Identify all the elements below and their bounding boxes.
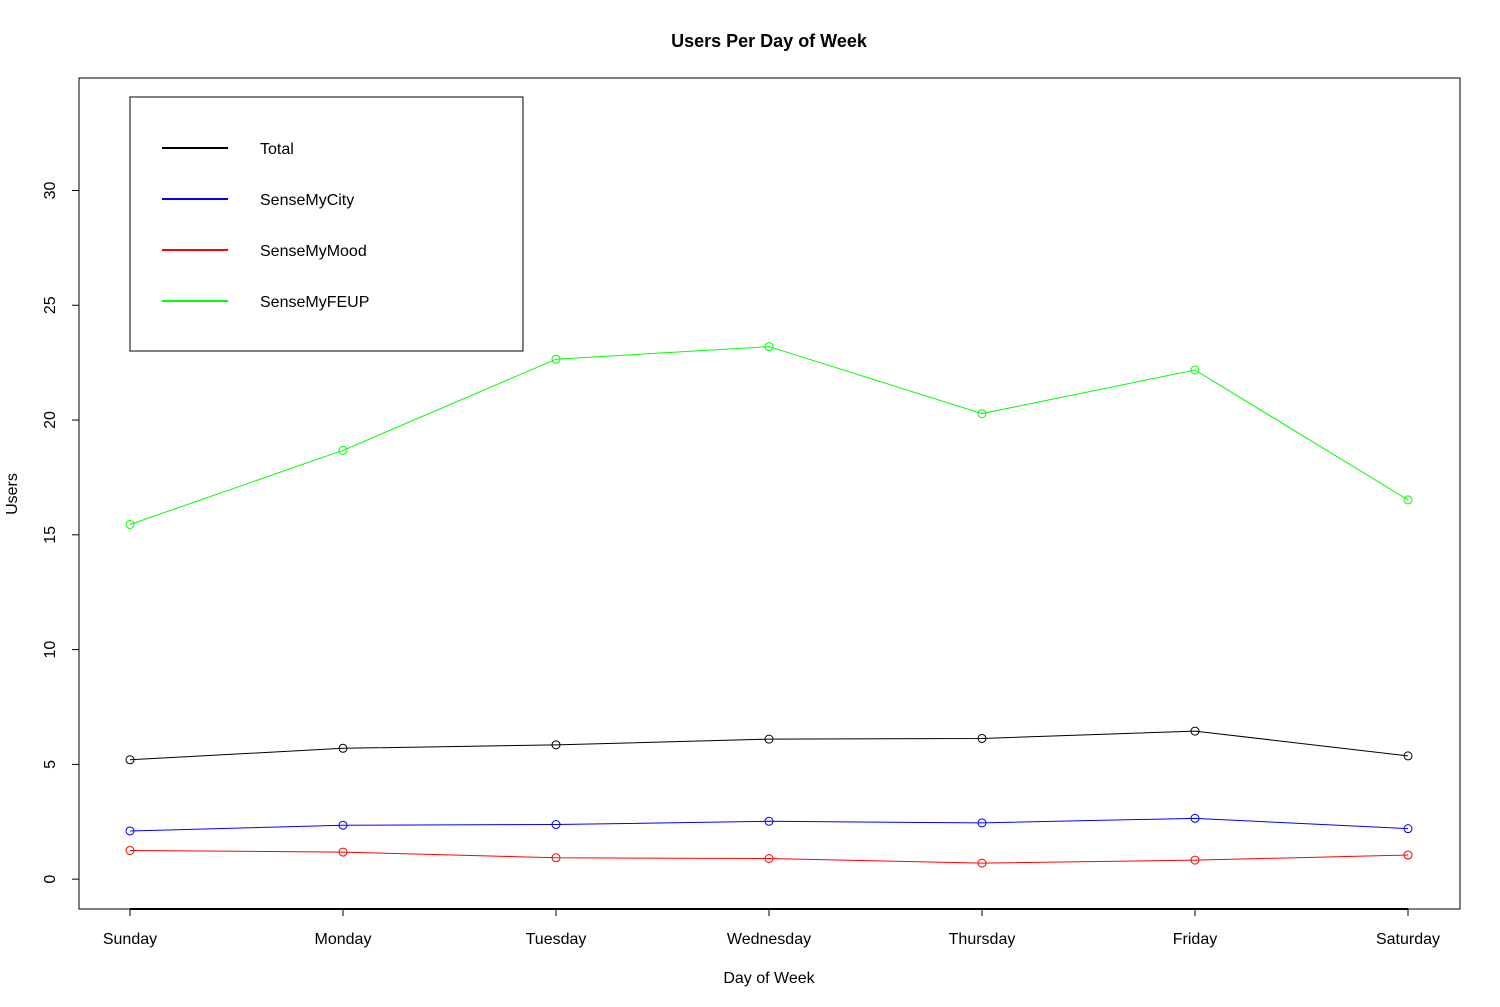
data-point-sensemymood	[764, 853, 774, 863]
y-axis-label: Users	[4, 473, 21, 515]
legend-entry: Total	[260, 141, 294, 158]
data-point-total	[977, 733, 987, 743]
y-tick-label: 25	[42, 296, 59, 314]
x-tick-label: Friday	[1173, 931, 1217, 948]
data-point-total	[551, 740, 561, 750]
data-point-sensemyfeup	[338, 445, 348, 455]
data-point-sensemymood	[1190, 855, 1200, 865]
data-point-sensemycity	[125, 826, 135, 836]
series-line-sensemymood	[129, 849, 1409, 864]
x-axis-label: Day of Week	[723, 970, 815, 987]
x-tick-label: Monday	[315, 931, 372, 948]
data-point-sensemyfeup	[764, 342, 774, 352]
y-tick-label: 10	[42, 641, 59, 659]
legend-entry: SenseMyMood	[260, 243, 367, 260]
data-point-sensemymood	[1403, 850, 1413, 860]
x-tick-label: Wednesday	[727, 931, 811, 948]
series-layer	[125, 342, 1413, 868]
data-point-sensemycity	[338, 820, 348, 830]
data-point-sensemyfeup	[1403, 495, 1413, 505]
series-line-sensemyfeup	[129, 346, 1409, 525]
data-point-sensemycity	[1403, 824, 1413, 834]
series-sensemymood	[125, 845, 1413, 868]
y-tick-label: 20	[42, 411, 59, 429]
data-point-sensemycity	[977, 818, 987, 828]
y-tick-label: 30	[42, 181, 59, 199]
series-line-total	[129, 730, 1409, 761]
x-tick-label: Tuesday	[526, 931, 587, 948]
y-tick-label: 0	[42, 875, 59, 884]
data-point-total	[338, 743, 348, 753]
data-point-total	[1190, 726, 1200, 736]
data-point-sensemymood	[551, 853, 561, 863]
data-point-sensemycity	[764, 816, 774, 826]
x-tick-label: Sunday	[103, 931, 157, 948]
y-tick-label: 5	[42, 760, 59, 769]
data-point-total	[764, 734, 774, 744]
x-tick-label: Saturday	[1376, 931, 1440, 948]
data-point-sensemyfeup	[551, 354, 561, 364]
series-total	[125, 726, 1413, 765]
data-point-sensemycity	[551, 820, 561, 830]
legend-entry: SenseMyCity	[260, 192, 354, 209]
data-point-sensemymood	[125, 845, 135, 855]
data-point-sensemyfeup	[125, 519, 135, 529]
data-point-total	[125, 755, 135, 765]
x-tick-label: Thursday	[949, 931, 1016, 948]
series-sensemycity	[125, 813, 1413, 836]
y-axis: 0 5 10 15 20 25 30	[42, 181, 80, 884]
data-point-sensemyfeup	[977, 409, 987, 419]
series-line-sensemycity	[129, 817, 1409, 832]
data-point-sensemymood	[338, 847, 348, 857]
data-point-sensemyfeup	[1190, 365, 1200, 375]
data-point-total	[1403, 751, 1413, 761]
legend-box	[129, 96, 524, 352]
data-point-sensemymood	[977, 858, 987, 868]
x-axis: Sunday Monday Tuesday Wednesday Thursday Frid…	[103, 908, 1440, 948]
data-point-sensemycity	[1190, 813, 1200, 823]
y-tick-label: 15	[42, 526, 59, 544]
series-sensemyfeup	[125, 342, 1413, 529]
legend: Total SenseMyCity SenseMyMood SenseMyFEUP	[129, 96, 524, 352]
legend-entry: SenseMyFEUP	[260, 294, 369, 311]
chart-title: Users Per Day of Week	[671, 31, 868, 51]
